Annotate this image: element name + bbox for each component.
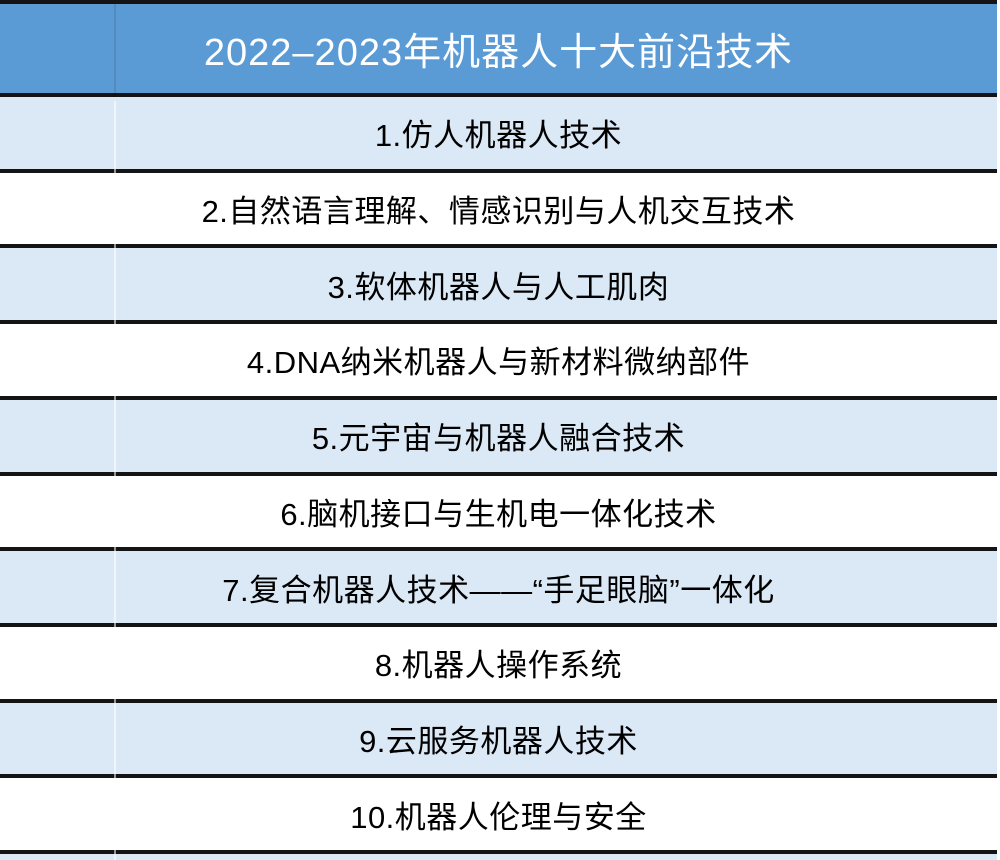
table-row: 2.自然语言理解、情感识别与人机交互技术	[0, 172, 997, 249]
table-row: 4.DNA纳米机器人与新材料微纳部件	[0, 324, 997, 400]
table-row: 5.元宇宙与机器人融合技术	[0, 399, 997, 476]
table-row: 10.机器人伦理与安全	[0, 778, 997, 855]
bottom-row-sliver	[0, 854, 997, 860]
table-row: 3.软体机器人与人工肌肉	[0, 248, 997, 325]
table-row: 6.脑机接口与生机电一体化技术	[0, 475, 997, 552]
table-row: 9.云服务机器人技术	[0, 702, 997, 779]
table-title: 2022–2023年机器人十大前沿技术	[0, 0, 997, 97]
table-row: 8.机器人操作系统	[0, 626, 997, 703]
table-row: 1.仿人机器人技术	[0, 97, 997, 173]
table-row: 7.复合机器人技术——“手足眼脑”一体化	[0, 551, 997, 627]
